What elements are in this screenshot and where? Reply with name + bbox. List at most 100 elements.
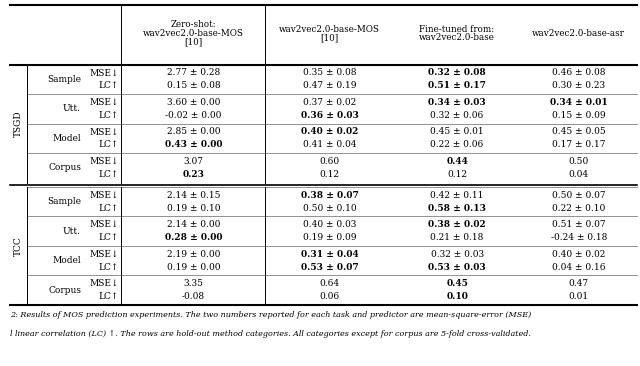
Text: 0.64: 0.64 xyxy=(319,279,340,288)
Text: 2.14 ± 0.00: 2.14 ± 0.00 xyxy=(166,220,220,229)
Text: 0.50 ± 0.10: 0.50 ± 0.10 xyxy=(303,204,356,213)
Text: LC↑: LC↑ xyxy=(99,170,119,179)
Text: 3.60 ± 0.00: 3.60 ± 0.00 xyxy=(166,98,220,107)
Text: l linear correlation (LC) ↑. The rows are hold-out method categories. All catego: l linear correlation (LC) ↑. The rows ar… xyxy=(10,330,531,339)
Text: 0.50 ± 0.07: 0.50 ± 0.07 xyxy=(552,191,605,200)
Text: 0.45 ± 0.01: 0.45 ± 0.01 xyxy=(430,127,484,137)
Text: 0.23: 0.23 xyxy=(182,170,204,179)
Text: 0.04: 0.04 xyxy=(569,170,589,179)
Text: 0.22 ± 0.10: 0.22 ± 0.10 xyxy=(552,204,605,213)
Text: LC↑: LC↑ xyxy=(99,263,119,272)
Text: 0.34 ± 0.01: 0.34 ± 0.01 xyxy=(550,98,607,107)
Text: 0.41 ± 0.04: 0.41 ± 0.04 xyxy=(303,141,356,149)
Text: 0.34 ± 0.03: 0.34 ± 0.03 xyxy=(428,98,486,107)
Text: 0.51 ± 0.17: 0.51 ± 0.17 xyxy=(428,82,486,90)
Text: 0.21 ± 0.18: 0.21 ± 0.18 xyxy=(431,233,484,242)
Text: TCC: TCC xyxy=(14,236,23,256)
Text: MSE↓: MSE↓ xyxy=(90,279,119,288)
Text: 0.40 ± 0.03: 0.40 ± 0.03 xyxy=(303,220,356,229)
Text: 0.43 ± 0.00: 0.43 ± 0.00 xyxy=(164,141,222,149)
Text: 2.14 ± 0.15: 2.14 ± 0.15 xyxy=(166,191,220,200)
Text: Model: Model xyxy=(52,134,81,143)
Text: 0.12: 0.12 xyxy=(319,170,339,179)
Text: 2.85 ± 0.00: 2.85 ± 0.00 xyxy=(166,127,220,137)
Text: 2.19 ± 0.00: 2.19 ± 0.00 xyxy=(166,250,220,259)
Text: 0.17 ± 0.17: 0.17 ± 0.17 xyxy=(552,141,605,149)
Text: LC↑: LC↑ xyxy=(99,141,119,149)
Text: 2.77 ± 0.28: 2.77 ± 0.28 xyxy=(167,68,220,78)
Text: LC↑: LC↑ xyxy=(99,233,119,242)
Text: 0.19 ± 0.00: 0.19 ± 0.00 xyxy=(166,263,220,272)
Text: -0.02 ± 0.00: -0.02 ± 0.00 xyxy=(165,111,221,120)
Text: LC↑: LC↑ xyxy=(99,204,119,213)
Text: 0.19 ± 0.10: 0.19 ± 0.10 xyxy=(166,204,220,213)
Text: Sample: Sample xyxy=(47,75,81,84)
Text: wav2vec2.0-base-MOS: wav2vec2.0-base-MOS xyxy=(279,25,380,34)
Text: 0.40 ± 0.02: 0.40 ± 0.02 xyxy=(301,127,358,137)
Text: 0.47: 0.47 xyxy=(569,279,589,288)
Text: 0.53 ± 0.03: 0.53 ± 0.03 xyxy=(428,263,486,272)
Text: 0.10: 0.10 xyxy=(446,292,468,301)
Text: Model: Model xyxy=(52,256,81,265)
Text: 0.46 ± 0.08: 0.46 ± 0.08 xyxy=(552,68,605,78)
Text: 0.45: 0.45 xyxy=(446,279,468,288)
Text: wav2vec2.0-base-asr: wav2vec2.0-base-asr xyxy=(532,29,625,38)
Text: [10]: [10] xyxy=(184,37,202,46)
Text: 0.06: 0.06 xyxy=(319,292,340,301)
Text: Utt.: Utt. xyxy=(63,227,81,236)
Text: Corpus: Corpus xyxy=(48,163,81,172)
Text: 0.30 ± 0.23: 0.30 ± 0.23 xyxy=(552,82,605,90)
Text: 0.12: 0.12 xyxy=(447,170,467,179)
Text: LC↑: LC↑ xyxy=(99,82,119,90)
Text: MSE↓: MSE↓ xyxy=(90,191,119,200)
Text: 0.37 ± 0.02: 0.37 ± 0.02 xyxy=(303,98,356,107)
Text: 0.32 ± 0.03: 0.32 ± 0.03 xyxy=(431,250,484,259)
Text: 0.01: 0.01 xyxy=(569,292,589,301)
Text: 0.28 ± 0.00: 0.28 ± 0.00 xyxy=(164,233,222,242)
Text: 3.07: 3.07 xyxy=(184,157,204,166)
Text: MSE↓: MSE↓ xyxy=(90,68,119,78)
Text: 0.53 ± 0.07: 0.53 ± 0.07 xyxy=(301,263,358,272)
Text: MSE↓: MSE↓ xyxy=(90,127,119,137)
Text: MSE↓: MSE↓ xyxy=(90,250,119,259)
Text: LC↑: LC↑ xyxy=(99,111,119,120)
Text: 0.19 ± 0.09: 0.19 ± 0.09 xyxy=(303,233,356,242)
Text: 0.38 ± 0.02: 0.38 ± 0.02 xyxy=(428,220,486,229)
Text: MSE↓: MSE↓ xyxy=(90,98,119,107)
Text: -0.08: -0.08 xyxy=(182,292,205,301)
Text: 0.31 ± 0.04: 0.31 ± 0.04 xyxy=(301,250,358,259)
Text: Fine-tuned from:: Fine-tuned from: xyxy=(419,25,495,34)
Text: [10]: [10] xyxy=(321,33,339,42)
Text: 0.51 ± 0.07: 0.51 ± 0.07 xyxy=(552,220,605,229)
Text: MSE↓: MSE↓ xyxy=(90,220,119,229)
Text: Utt.: Utt. xyxy=(63,104,81,113)
Text: Zero-shot:: Zero-shot: xyxy=(170,20,216,29)
Text: wav2vec2.0-base-MOS: wav2vec2.0-base-MOS xyxy=(143,29,244,38)
Text: TSGD: TSGD xyxy=(14,110,23,137)
Text: MSE↓: MSE↓ xyxy=(90,157,119,166)
Text: 0.50: 0.50 xyxy=(569,157,589,166)
Text: 0.35 ± 0.08: 0.35 ± 0.08 xyxy=(303,68,356,78)
Text: 0.42 ± 0.11: 0.42 ± 0.11 xyxy=(431,191,484,200)
Text: 0.40 ± 0.02: 0.40 ± 0.02 xyxy=(552,250,605,259)
Text: 0.32 ± 0.06: 0.32 ± 0.06 xyxy=(431,111,484,120)
Text: 0.47 ± 0.19: 0.47 ± 0.19 xyxy=(303,82,356,90)
Text: Corpus: Corpus xyxy=(48,285,81,295)
Text: 0.04 ± 0.16: 0.04 ± 0.16 xyxy=(552,263,605,272)
Text: 0.22 ± 0.06: 0.22 ± 0.06 xyxy=(431,141,484,149)
Text: wav2vec2.0-base: wav2vec2.0-base xyxy=(419,33,495,42)
Text: 0.36 ± 0.03: 0.36 ± 0.03 xyxy=(301,111,358,120)
Text: 0.15 ± 0.08: 0.15 ± 0.08 xyxy=(166,82,220,90)
Text: LC↑: LC↑ xyxy=(99,292,119,301)
Text: 0.38 ± 0.07: 0.38 ± 0.07 xyxy=(301,191,358,200)
Text: 0.32 ± 0.08: 0.32 ± 0.08 xyxy=(428,68,486,78)
Text: -0.24 ± 0.18: -0.24 ± 0.18 xyxy=(550,233,607,242)
Text: 3.35: 3.35 xyxy=(184,279,204,288)
Text: 0.45 ± 0.05: 0.45 ± 0.05 xyxy=(552,127,605,137)
Text: 0.58 ± 0.13: 0.58 ± 0.13 xyxy=(428,204,486,213)
Text: 0.60: 0.60 xyxy=(319,157,340,166)
Text: 0.44: 0.44 xyxy=(446,157,468,166)
Text: Sample: Sample xyxy=(47,197,81,206)
Text: 2: Results of MOS prediction experiments. The two numbers reported for each task: 2: Results of MOS prediction experiments… xyxy=(10,311,531,319)
Text: 0.15 ± 0.09: 0.15 ± 0.09 xyxy=(552,111,605,120)
